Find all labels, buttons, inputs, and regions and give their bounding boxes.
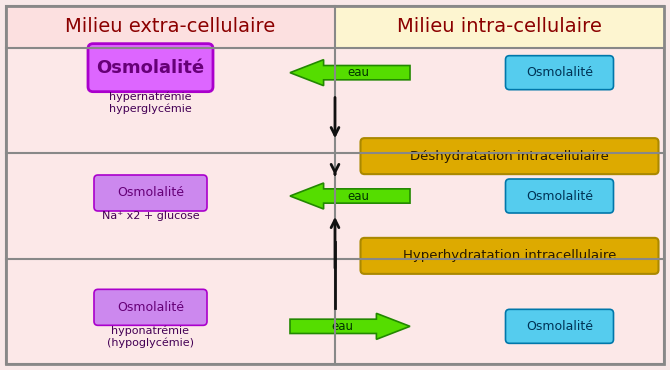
Text: Déshydratation intracellulaire: Déshydratation intracellulaire bbox=[410, 149, 609, 163]
FancyArrow shape bbox=[290, 183, 410, 209]
FancyBboxPatch shape bbox=[94, 175, 207, 211]
Bar bbox=[335, 6, 664, 48]
Text: Milieu intra-cellulaire: Milieu intra-cellulaire bbox=[397, 17, 602, 37]
FancyBboxPatch shape bbox=[88, 44, 213, 92]
FancyBboxPatch shape bbox=[505, 179, 614, 213]
Text: Osmolalité: Osmolalité bbox=[117, 301, 184, 314]
Text: eau: eau bbox=[347, 189, 369, 202]
FancyBboxPatch shape bbox=[360, 238, 659, 274]
Text: eau: eau bbox=[331, 320, 353, 333]
Text: eau: eau bbox=[347, 66, 369, 79]
Text: Osmolalité: Osmolalité bbox=[526, 189, 593, 202]
Text: Osmolalité: Osmolalité bbox=[526, 66, 593, 79]
FancyBboxPatch shape bbox=[94, 289, 207, 325]
Text: Na⁺ x2 + glucose: Na⁺ x2 + glucose bbox=[102, 211, 199, 221]
Text: Osmolalité: Osmolalité bbox=[526, 320, 593, 333]
Text: hypernatrémie
hyperglycémie: hypernatrémie hyperglycémie bbox=[109, 92, 192, 114]
FancyArrow shape bbox=[290, 60, 410, 86]
Text: hyponatrémie
(hypoglycémie): hyponatrémie (hypoglycémie) bbox=[107, 325, 194, 348]
FancyArrow shape bbox=[290, 313, 410, 339]
Text: Hyperhydratation intracellulaire: Hyperhydratation intracellulaire bbox=[403, 249, 616, 262]
FancyBboxPatch shape bbox=[505, 309, 614, 343]
Text: Osmolalité: Osmolalité bbox=[96, 59, 204, 77]
Text: Osmolalité: Osmolalité bbox=[117, 186, 184, 199]
FancyBboxPatch shape bbox=[505, 56, 614, 90]
Bar bbox=[6, 6, 335, 48]
Text: Milieu extra-cellulaire: Milieu extra-cellulaire bbox=[66, 17, 275, 37]
FancyBboxPatch shape bbox=[360, 138, 659, 174]
